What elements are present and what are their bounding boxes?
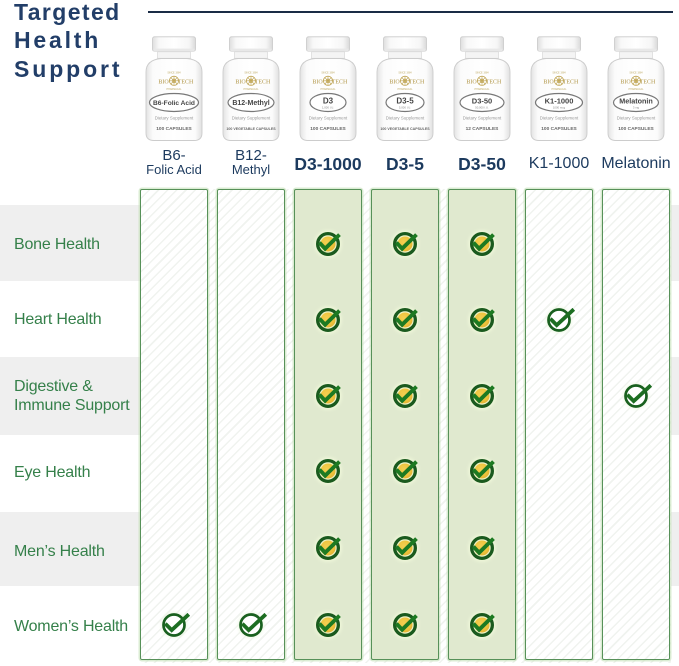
svg-text:1000 mcg: 1000 mcg: [553, 106, 566, 110]
svg-text:SINCE 1984: SINCE 1984: [552, 72, 566, 75]
svg-text:Dietary Supplement: Dietary Supplement: [540, 116, 579, 121]
svg-text:D3-50: D3-50: [472, 97, 492, 106]
svg-text:PHARMACAL: PHARMACAL: [552, 88, 568, 91]
svg-text:B6-Folic Acid: B6-Folic Acid: [153, 100, 195, 107]
svg-text:TECH: TECH: [486, 80, 502, 86]
svg-text:Dietary Supplement: Dietary Supplement: [232, 116, 271, 121]
svg-text:3 mg: 3 mg: [633, 106, 640, 110]
svg-text:1,000 I.U.: 1,000 I.U.: [322, 106, 334, 110]
svg-text:BIO: BIO: [466, 80, 477, 86]
svg-text:K1-1000: K1-1000: [545, 97, 574, 106]
svg-text:BIO: BIO: [389, 80, 400, 86]
svg-text:12 CAPSULES: 12 CAPSULES: [466, 126, 500, 132]
svg-text:100 VEGETABLE CAPSULES: 100 VEGETABLE CAPSULES: [226, 127, 276, 131]
svg-text:100 CAPSULES: 100 CAPSULES: [618, 126, 654, 132]
svg-text:D3-5: D3-5: [396, 97, 414, 106]
svg-text:TECH: TECH: [178, 80, 194, 86]
svg-text:D3: D3: [323, 97, 334, 106]
svg-text:SINCE 1984: SINCE 1984: [321, 72, 335, 75]
svg-text:PHARMACAL: PHARMACAL: [244, 88, 260, 91]
svg-text:BIO: BIO: [620, 80, 631, 86]
svg-text:B12-Methyl: B12-Methyl: [232, 100, 269, 107]
svg-text:Dietary Supplement: Dietary Supplement: [617, 116, 656, 121]
svg-text:Dietary Supplement: Dietary Supplement: [155, 116, 194, 121]
svg-text:PHARMACAL: PHARMACAL: [629, 88, 645, 91]
svg-text:PHARMACAL: PHARMACAL: [475, 88, 491, 91]
svg-text:Dietary Supplement: Dietary Supplement: [463, 116, 502, 121]
svg-text:100 VEGETABLE CAPSULES: 100 VEGETABLE CAPSULES: [380, 127, 430, 131]
svg-text:Melatonin: Melatonin: [619, 97, 653, 106]
svg-text:100 CAPSULES: 100 CAPSULES: [156, 126, 192, 132]
svg-text:SINCE 1984: SINCE 1984: [167, 72, 181, 75]
svg-text:SINCE 1984: SINCE 1984: [244, 72, 258, 75]
svg-text:BIO: BIO: [235, 80, 246, 86]
svg-text:BIO: BIO: [158, 80, 169, 86]
svg-text:Dietary Supplement: Dietary Supplement: [309, 116, 348, 121]
svg-text:100 CAPSULES: 100 CAPSULES: [541, 126, 577, 132]
svg-text:TECH: TECH: [640, 80, 656, 86]
svg-text:TECH: TECH: [332, 80, 348, 86]
svg-text:TECH: TECH: [563, 80, 579, 86]
svg-text:PHARMACAL: PHARMACAL: [398, 88, 414, 91]
svg-text:SINCE 1984: SINCE 1984: [629, 72, 643, 75]
svg-text:100 CAPSULES: 100 CAPSULES: [310, 126, 346, 132]
svg-text:SINCE 1984: SINCE 1984: [475, 72, 489, 75]
svg-text:TECH: TECH: [409, 80, 425, 86]
svg-text:SINCE 1984: SINCE 1984: [398, 72, 412, 75]
svg-text:Dietary Supplement: Dietary Supplement: [386, 116, 425, 121]
svg-text:BIO: BIO: [543, 80, 554, 86]
svg-text:PHARMACAL: PHARMACAL: [321, 88, 337, 91]
svg-text:50,000 I.U.: 50,000 I.U.: [475, 106, 489, 110]
svg-text:TECH: TECH: [255, 80, 271, 86]
svg-text:PHARMACAL: PHARMACAL: [167, 88, 183, 91]
svg-text:5,000 I.U.: 5,000 I.U.: [399, 106, 411, 110]
svg-text:BIO: BIO: [312, 80, 323, 86]
